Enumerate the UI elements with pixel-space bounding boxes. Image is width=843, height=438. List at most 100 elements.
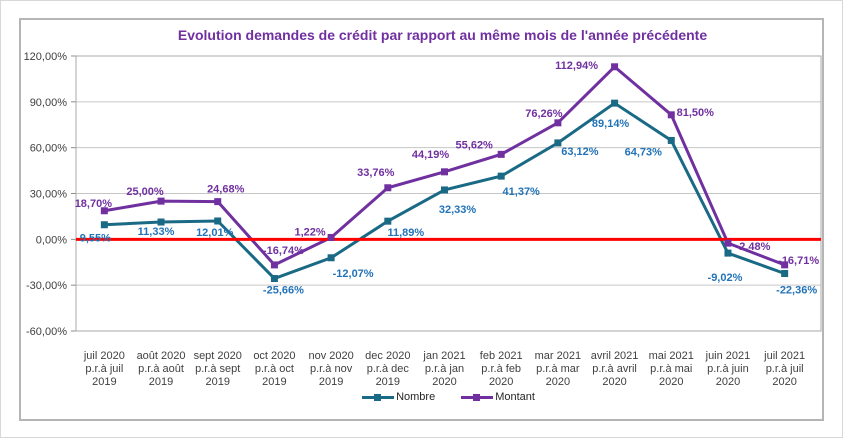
x-axis-label: 2020 [432, 376, 456, 388]
x-axis-label: p.r.à avril [592, 363, 637, 375]
nombre-data-label: -12,07% [333, 268, 374, 280]
y-axis-label: 60,00% [30, 143, 68, 155]
montant-data-label: 1,22% [295, 226, 326, 238]
y-axis-label: 90,00% [30, 97, 68, 109]
nombre-data-label: -22,36% [776, 284, 817, 296]
nombre-series-marker-icon [362, 393, 395, 402]
x-axis-label: 2019 [205, 376, 229, 388]
chart-frame [19, 18, 824, 421]
nombre-data-label: 11,33% [138, 226, 175, 238]
legend-label-nombre: Nombre [396, 391, 436, 403]
montant-data-label: 25,00% [126, 186, 164, 198]
x-axis-label: juil 2020 [83, 350, 125, 362]
montant-marker [100, 207, 108, 215]
x-axis-label: feb 2021 [480, 350, 523, 362]
nombre-data-label: 41,37% [503, 186, 541, 198]
x-axis-label: mai 2021 [649, 350, 694, 362]
x-axis-label: 2019 [376, 376, 400, 388]
montant-data-label: -2,48% [736, 241, 771, 253]
chart-title: Evolution demandes de crédit par rapport… [177, 27, 708, 43]
montant-data-label: 76,26% [525, 108, 563, 120]
nombre-legend-square-icon [374, 393, 382, 401]
x-axis-label: mar 2021 [535, 350, 581, 362]
montant-marker [724, 239, 732, 247]
y-axis-label: -60,00% [26, 326, 67, 338]
x-axis-label: 2019 [319, 376, 343, 388]
nombre-data-label: 63,12% [561, 146, 599, 158]
nombre-data-label: -9,02% [708, 272, 743, 284]
x-axis-label: p.r.à feb [481, 363, 521, 375]
y-axis-label: 0,00% [36, 234, 67, 246]
montant-data-label: 33,76% [357, 167, 395, 179]
x-axis-label: 2019 [149, 376, 173, 388]
montant-data-label: 24,68% [207, 184, 245, 196]
legend-item-montant: Montant [461, 391, 535, 403]
montant-marker [214, 198, 222, 206]
y-axis-label: 120,00% [24, 51, 68, 63]
x-axis-label: 2020 [716, 376, 740, 388]
x-axis-label: p.r.à nov [310, 363, 353, 375]
montant-data-label: 81,50% [677, 107, 715, 119]
x-axis-label: p.r.à sept [195, 363, 240, 375]
montant-marker [157, 197, 165, 205]
x-axis-label: 2020 [546, 376, 570, 388]
y-axis-label: -30,00% [26, 280, 67, 292]
nombre-data-label: -25,66% [263, 285, 304, 297]
nombre-data-label: 11,89% [387, 227, 424, 239]
x-axis-label: 2020 [602, 376, 626, 388]
chart-legend: Nombre Montant [76, 391, 821, 403]
nombre-data-label: 9,55% [80, 233, 111, 245]
montant-data-label: -16,74% [263, 245, 304, 257]
nombre-marker [611, 99, 619, 107]
montant-marker [270, 261, 278, 269]
montant-data-label: 18,70% [75, 198, 113, 210]
plot-border [75, 55, 822, 332]
nombre-data-label: 64,73% [625, 146, 663, 158]
nombre-data-label: 12,01% [196, 227, 234, 239]
nombre-marker [554, 139, 562, 147]
x-axis-label: nov 2020 [308, 350, 353, 362]
nombre-marker [270, 275, 278, 283]
x-axis-label: août 2020 [137, 350, 186, 362]
legend-item-nombre: Nombre [362, 391, 435, 403]
x-axis-label: jan 2021 [422, 350, 465, 362]
x-axis-label: 2020 [489, 376, 513, 388]
x-axis-label: 2020 [659, 376, 683, 388]
x-axis-label: p.r.à juil [85, 363, 123, 375]
x-axis-label: p.r.à jan [425, 363, 464, 375]
nombre-marker [497, 172, 505, 180]
x-axis-label: juin 2021 [705, 350, 751, 362]
montant-marker [611, 63, 619, 71]
nombre-marker [441, 186, 448, 194]
y-axis-label: 30,00% [30, 189, 68, 201]
x-axis-label: p.r.à mar [536, 363, 580, 375]
nombre-marker [100, 221, 108, 229]
x-axis-label: dec 2020 [365, 350, 410, 362]
x-axis-label: avril 2021 [591, 350, 639, 362]
montant-data-label: -16,71% [778, 255, 819, 267]
montant-marker [384, 184, 392, 192]
montant-data-label: 44,19% [412, 149, 450, 161]
nombre-marker [781, 269, 789, 277]
nombre-marker [214, 217, 222, 225]
x-axis-label: p.r.à août [138, 363, 184, 375]
montant-marker [781, 261, 789, 269]
nombre-marker [157, 218, 165, 226]
montant-marker [441, 168, 448, 176]
montant-series-marker-icon [461, 393, 494, 402]
x-axis-label: juil 2021 [763, 350, 805, 362]
nombre-marker [667, 136, 675, 144]
montant-marker [554, 119, 562, 127]
x-axis-label: 2020 [772, 376, 796, 388]
x-axis-label: 2019 [262, 376, 286, 388]
x-axis-label: p.r.à mai [650, 363, 692, 375]
montant-data-label: 112,94% [555, 60, 598, 72]
montant-legend-square-icon [473, 393, 481, 401]
x-axis-label: oct 2020 [253, 350, 295, 362]
x-axis-label: sept 2020 [194, 350, 242, 362]
x-axis-label: p.r.à dec [367, 363, 410, 375]
x-axis-label: 2019 [92, 376, 116, 388]
nombre-marker [384, 217, 392, 225]
nombre-data-label: 89,14% [592, 118, 630, 130]
